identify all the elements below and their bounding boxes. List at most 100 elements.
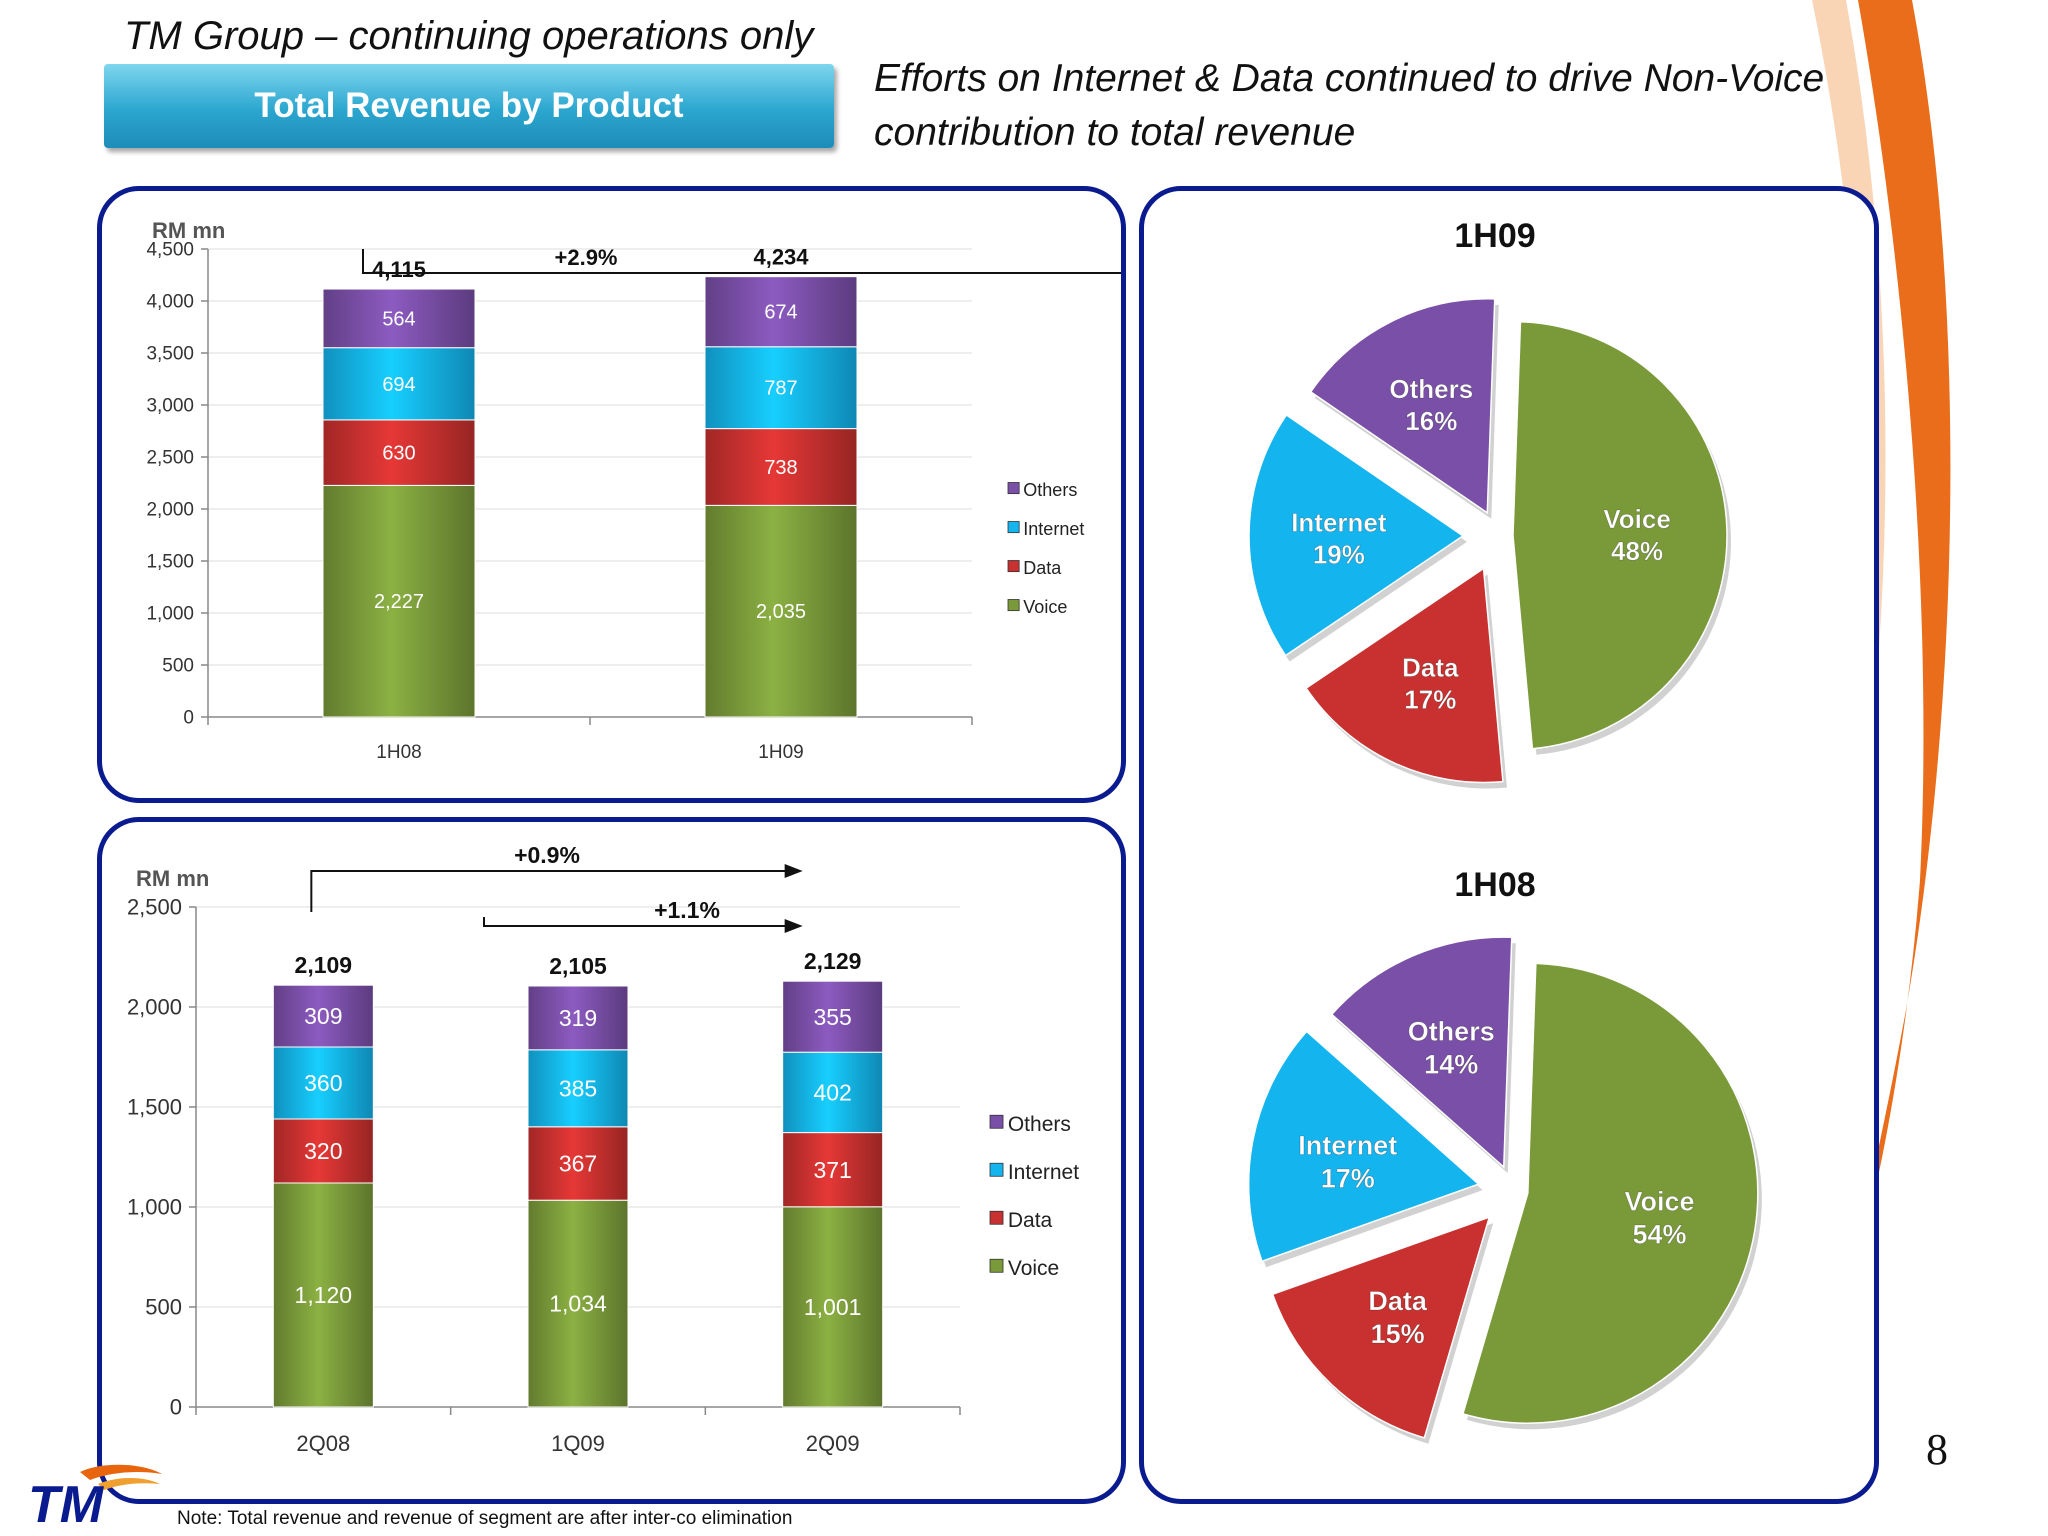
pie-slice-others: [1330, 936, 1513, 1169]
y-tick-label: 500: [162, 656, 194, 677]
bar-segment-internet: [322, 347, 476, 421]
bar-value-label: 309: [304, 1003, 342, 1029]
pie-slice-voice: [1461, 962, 1759, 1424]
pie-charts-product-mix: 1H09Voice48%Data17%Internet19%Others16%1…: [1247, 217, 1762, 1444]
pie-slice-name: Data: [1368, 1286, 1428, 1316]
y-tick-label: 3,000: [146, 396, 194, 417]
bar-segment-data: [527, 1126, 629, 1201]
growth-arrowhead: [784, 864, 803, 878]
bar-value-label: 367: [559, 1151, 597, 1177]
y-tick-label: 1,000: [146, 604, 194, 625]
bar-segment-internet: [782, 1051, 884, 1134]
legend-swatch-internet: [1007, 521, 1020, 534]
pie-slice-percent: 15%: [1371, 1319, 1425, 1349]
bar-value-label: 738: [764, 457, 797, 479]
bar-value-label: 1,120: [295, 1282, 353, 1308]
bar-value-label: 360: [304, 1070, 342, 1096]
bar-segment-voice: [527, 1199, 629, 1408]
bar-segment-others: [782, 980, 884, 1053]
pie-slice-percent: 17%: [1404, 685, 1456, 715]
growth-arrow: [310, 870, 789, 912]
legend-label: Internet: [1023, 519, 1084, 539]
bar-value-label: 2,035: [756, 601, 806, 623]
pie-slice-name: Internet: [1298, 1131, 1397, 1161]
pie-slice-others: [1309, 298, 1496, 515]
y-tick-label: 0: [183, 708, 194, 729]
section-title-button: Total Revenue by Product: [104, 64, 834, 148]
legend-swatch-others: [989, 1114, 1004, 1129]
growth-arrow: [362, 249, 1187, 274]
growth-arrow: [483, 917, 789, 927]
bar-value-label: 320: [304, 1138, 342, 1164]
bar-segment-others: [704, 276, 858, 348]
x-category-label: 2Q09: [806, 1431, 860, 1456]
chart-panel-quarterly: RM mn 0 500 1,000 1,500 2,000 2,500 1,120 320 360…: [97, 817, 1126, 1504]
bar-segment-others: [272, 984, 374, 1048]
bar-segment-internet: [527, 1049, 629, 1128]
legend-swatch-others: [1007, 482, 1020, 495]
bar-total-label: 2,129: [804, 948, 862, 974]
legend-swatch-data: [1007, 560, 1020, 573]
pie-slice-name: Others: [1408, 1016, 1495, 1046]
bar-value-label: 319: [559, 1005, 597, 1031]
bar-value-label: 402: [813, 1079, 851, 1105]
pie-slice-voice: [1512, 320, 1728, 750]
pie-slice-internet: [1248, 413, 1465, 657]
bar-segment-voice: [704, 504, 858, 718]
tm-logo: TM: [28, 1464, 162, 1528]
legend-label: Data: [1008, 1209, 1053, 1232]
pie-slice-percent: 19%: [1313, 539, 1365, 569]
bar-value-label: 694: [382, 374, 415, 396]
bar-segment-data: [782, 1132, 884, 1208]
stacked-bar-chart-half-year: RM mn 0 500 1,000 1,500 2,000 2,500 3,000 3,500 4…: [146, 218, 1201, 763]
bar-segment-data: [322, 419, 476, 486]
logo-text: TM: [28, 1476, 105, 1528]
legend-swatch-voice: [1007, 599, 1020, 612]
y-tick-label: 2,000: [146, 500, 194, 521]
pie-slice-name: Voice: [1603, 504, 1670, 534]
slide-headline: Efforts on Internet & Data continued to …: [874, 57, 1825, 154]
pie-slice-name: Data: [1402, 653, 1459, 683]
y-tick-label: 1,500: [146, 552, 194, 573]
x-category-label: 1H08: [376, 742, 421, 763]
y-tick-label: 0: [170, 1395, 182, 1420]
legend-label: Data: [1023, 558, 1062, 578]
pie-slice-name: Internet: [1291, 507, 1387, 537]
pie-slice-percent: 16%: [1405, 406, 1457, 436]
y-tick-label: 500: [145, 1295, 182, 1320]
bar-value-label: 674: [764, 302, 797, 324]
bar-total-label: 2,109: [295, 952, 353, 978]
legend-label: Voice: [1023, 597, 1067, 617]
pie-slice-percent: 54%: [1632, 1220, 1686, 1250]
pie-slice-data: [1271, 1215, 1491, 1439]
bar-segment-internet: [704, 346, 858, 430]
legend-label: Others: [1023, 480, 1077, 500]
stacked-bar-chart-quarterly: RM mn 0 500 1,000 1,500 2,000 2,500 1,120 320 360…: [127, 842, 1079, 1456]
legend-swatch-internet: [989, 1162, 1004, 1177]
pie-slice-name: Others: [1389, 374, 1473, 404]
bar-total-label: 2,105: [549, 953, 607, 979]
pie-title: 1H08: [1454, 866, 1535, 904]
bar-value-label: 371: [813, 1157, 851, 1183]
page-number: 8: [1926, 1425, 1948, 1474]
bar-value-label: 1,034: [549, 1291, 607, 1317]
x-category-label: 1Q09: [551, 1431, 605, 1456]
chart-panel-half-year: RM mn 0 500 1,000 1,500 2,000 2,500 3,000 3,500 4…: [97, 186, 1201, 803]
bar-segment-voice: [782, 1206, 884, 1408]
bar-value-label: 564: [382, 308, 415, 330]
pie-slice-percent: 48%: [1611, 536, 1663, 566]
bar-segment-others: [527, 985, 629, 1051]
pie-slice-name: Voice: [1624, 1187, 1694, 1217]
bar-segment-others: [322, 288, 476, 349]
x-category-label: 2Q08: [296, 1431, 350, 1456]
footnote: Note: Total revenue and revenue of segme…: [177, 1508, 793, 1529]
pie-slice-percent: 14%: [1424, 1049, 1478, 1079]
growth-label: +2.9%: [555, 245, 618, 270]
bar-segment-data: [272, 1118, 374, 1184]
pie-title: 1H09: [1454, 217, 1535, 255]
unit-label: RM mn: [152, 218, 225, 243]
growth-label: +0.9%: [514, 842, 580, 868]
y-tick-label: 4,500: [146, 240, 194, 261]
bar-value-label: 2,227: [374, 591, 424, 613]
bar-value-label: 355: [813, 1004, 851, 1030]
